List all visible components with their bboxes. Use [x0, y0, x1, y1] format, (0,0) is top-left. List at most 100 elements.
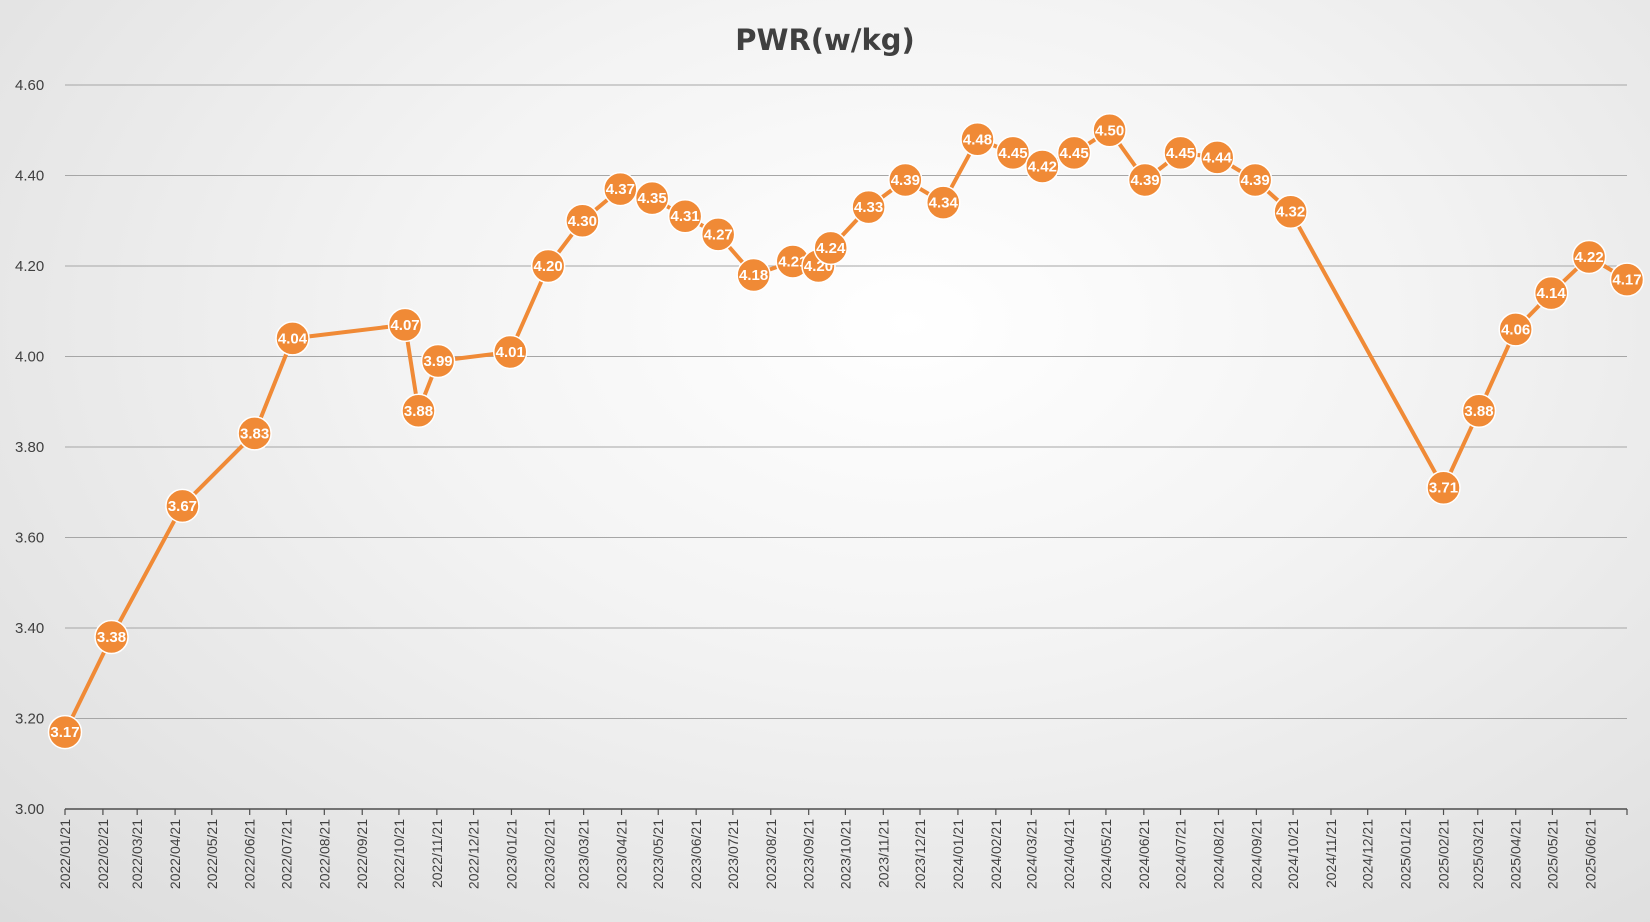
data-point-marker — [925, 185, 961, 220]
data-point-marker — [94, 619, 129, 655]
data-point-marker — [1498, 312, 1533, 347]
data-point-marker — [1092, 113, 1127, 148]
data-point: 4.37 — [603, 171, 638, 207]
data-label: 3.99 — [423, 353, 452, 370]
data-label: 4.42 — [1028, 158, 1057, 175]
data-point: 4.06 — [1498, 312, 1533, 347]
data-point-marker — [530, 248, 566, 284]
data-label: 3.88 — [1464, 403, 1493, 420]
data-label: 4.18 — [739, 267, 768, 284]
data-point: 4.35 — [634, 180, 670, 216]
x-tick-label: 2024/01/21 — [950, 819, 966, 889]
data-point: 4.42 — [1025, 149, 1060, 184]
x-tick-label: 2025/04/21 — [1508, 819, 1524, 889]
data-label: 4.48 — [963, 131, 992, 148]
data-point: 4.21 — [775, 244, 811, 279]
x-tick-label: 2022/09/21 — [354, 819, 370, 889]
x-tick-label: 2023/06/21 — [688, 819, 704, 889]
x-axis: 2022/01/21 2022/02/21 2022/03/21 2022/04/21… — [57, 808, 1628, 889]
y-tick-label: 4.20 — [15, 258, 44, 275]
data-point-marker — [387, 307, 423, 343]
data-point-marker — [888, 162, 923, 198]
data-point-marker — [603, 171, 638, 207]
x-tick-label: 2022/02/21 — [95, 819, 111, 889]
x-tick-label: 2024/03/21 — [1023, 819, 1039, 889]
data-point-marker — [1127, 162, 1163, 198]
y-tick-label: 3.40 — [15, 620, 44, 637]
data-point-marker — [736, 257, 771, 293]
y-axis-ticks: 3.00 3.20 3.40 3.60 3.80 4.00 4.20 4.40 4.60 — [15, 77, 44, 818]
data-label: 4.45 — [1060, 145, 1089, 162]
data-point-marker — [1273, 194, 1308, 229]
data-label: 4.34 — [929, 195, 959, 212]
data-point-marker — [813, 230, 848, 266]
data-point: 4.45 — [1056, 135, 1092, 171]
x-tick-label: 2023/09/21 — [801, 819, 817, 889]
data-point: 4.14 — [1533, 275, 1569, 311]
data-label: 4.22 — [1574, 249, 1603, 266]
x-tick-label: 2023/01/21 — [503, 819, 519, 889]
x-tick-label: 2022/01/21 — [57, 819, 73, 889]
data-point-marker — [634, 180, 670, 216]
series-polyline — [63, 128, 1629, 733]
data-label: 4.01 — [496, 344, 525, 361]
data-point: 3.83 — [237, 416, 272, 451]
data-point-marker — [1199, 140, 1235, 175]
data-point: 4.45 — [995, 135, 1031, 171]
data-label: 4.14 — [1537, 285, 1567, 302]
data-point: 4.48 — [960, 122, 995, 157]
data-point: 3.88 — [401, 393, 436, 429]
x-tick-label: 2024/06/21 — [1136, 819, 1152, 889]
data-point: 4.27 — [700, 217, 736, 252]
data-point-marker — [237, 416, 272, 451]
data-point: 4.30 — [565, 203, 600, 238]
y-tick-label: 4.40 — [15, 168, 44, 185]
data-point-marker — [1533, 275, 1569, 311]
data-point-marker — [995, 135, 1031, 171]
data-label: 3.88 — [404, 403, 433, 420]
data-label: 4.37 — [606, 181, 635, 198]
data-point: 3.99 — [420, 343, 456, 379]
data-point-marker — [1163, 135, 1198, 171]
data-point: 4.31 — [667, 198, 703, 234]
data-point-marker — [1461, 393, 1497, 429]
x-tick-label: 2025/06/21 — [1582, 819, 1598, 889]
data-point: 3.38 — [94, 619, 129, 655]
x-tick-label: 2025/05/21 — [1544, 819, 1560, 889]
x-tick-label: 2024/12/21 — [1360, 819, 1376, 889]
data-label: 4.07 — [390, 317, 419, 334]
data-label: 4.20 — [534, 258, 563, 275]
data-label: 4.06 — [1501, 321, 1530, 338]
data-label: 4.33 — [854, 199, 883, 216]
data-label: 4.39 — [1130, 172, 1159, 189]
data-point-marker — [1056, 135, 1092, 171]
data-label: 3.67 — [168, 498, 197, 515]
x-tick-label: 2022/05/21 — [204, 819, 220, 889]
gridlines — [65, 84, 1627, 719]
data-point: 4.34 — [925, 185, 961, 220]
x-tick-label: 2025/03/21 — [1470, 819, 1486, 889]
x-tick-label: 2023/07/21 — [725, 819, 741, 889]
x-tick-label: 2025/02/21 — [1436, 819, 1452, 889]
x-tick-label: 2023/11/21 — [875, 819, 891, 888]
y-tick-label: 4.00 — [15, 349, 44, 366]
x-tick-label: 2022/12/21 — [466, 819, 482, 889]
x-tick-label: 2022/08/21 — [316, 819, 332, 889]
data-label: 4.31 — [671, 208, 700, 225]
y-tick-label: 3.80 — [15, 439, 44, 456]
x-tick-label: 2024/05/21 — [1098, 819, 1114, 889]
data-point: 4.01 — [492, 334, 528, 370]
x-tick-label: 2024/07/21 — [1173, 819, 1189, 889]
data-point: 4.17 — [1609, 262, 1645, 297]
x-tick-label: 2022/06/21 — [242, 819, 258, 889]
data-label: 4.50 — [1095, 122, 1124, 139]
data-label: 4.21 — [778, 253, 807, 270]
data-label: 4.24 — [816, 240, 846, 257]
data-point-marker — [165, 488, 200, 524]
data-label: 4.30 — [568, 213, 597, 230]
data-point: 4.18 — [736, 257, 771, 293]
data-label: 4.32 — [1276, 204, 1305, 221]
data-points: 3.17 3.38 3.67 3.83 4.04 4.07 3.88 3.99 4.01 4.20… — [47, 113, 1645, 750]
y-tick-label: 4.60 — [15, 77, 44, 94]
data-point-marker — [420, 343, 456, 379]
